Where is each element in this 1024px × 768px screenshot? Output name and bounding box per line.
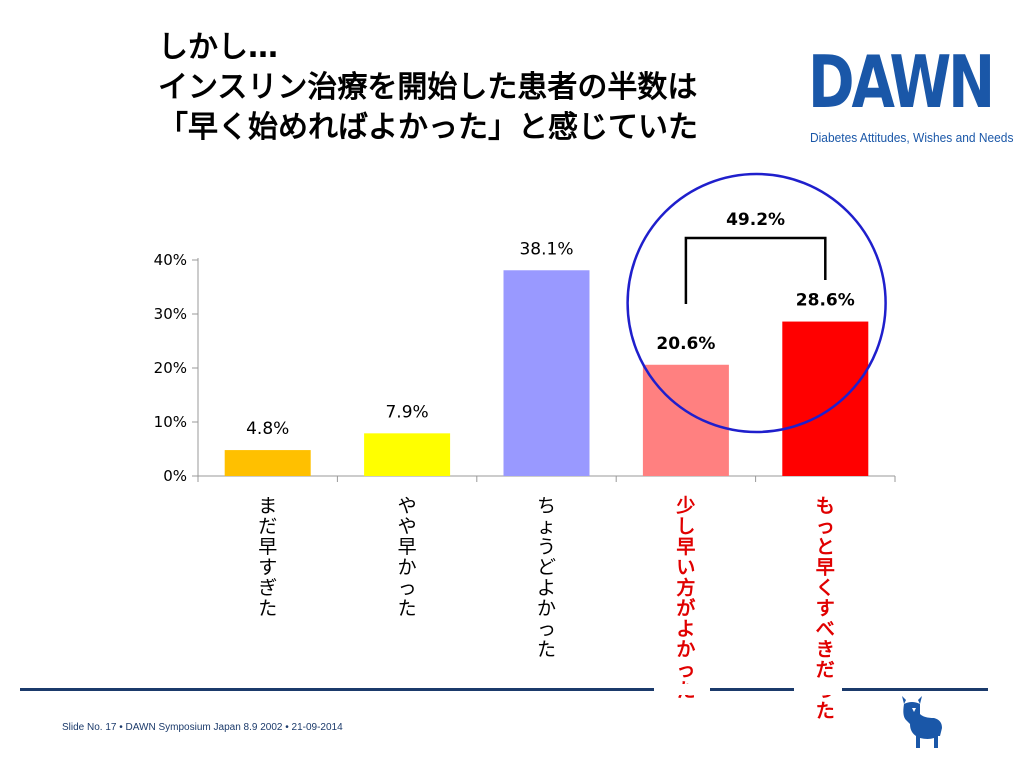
data-label: 28.6%	[796, 291, 855, 311]
x-tick-label: ちょうどよかった	[537, 495, 556, 661]
footer-slide-info: Slide No. 17 • DAWN Symposium Japan 8.9 …	[62, 722, 343, 733]
bar	[642, 364, 729, 476]
footer-divider-gap	[654, 684, 710, 695]
dawn-logo: DAWN Diabetes Attitudes, Wishes and Need…	[808, 40, 1013, 156]
y-tick-label: 20%	[154, 359, 187, 377]
bar	[224, 450, 311, 476]
bar	[503, 270, 590, 476]
y-tick-label: 40%	[154, 251, 187, 269]
bar	[364, 433, 451, 476]
bull-logo-icon	[902, 696, 942, 748]
logo-wordmark: DAWN	[808, 40, 995, 124]
title-line-1: しかし…	[158, 30, 278, 65]
x-tick-label: もっと早くすべきだった	[816, 495, 835, 722]
bar	[782, 321, 869, 476]
slide-title: しかし… インスリン治療を開始した患者の半数は 「早く始めればよかった」と感じて…	[158, 28, 788, 148]
data-label: 7.9%	[385, 402, 428, 422]
y-tick-label: 30%	[154, 305, 187, 323]
footer-divider	[20, 688, 988, 691]
data-label: 38.1%	[519, 239, 573, 259]
title-line-2: インスリン治療を開始した患者の半数は	[158, 70, 698, 105]
combined-percentage-label: 49.2%	[726, 210, 785, 230]
data-label: 4.8%	[246, 419, 289, 439]
x-tick-label: やや早かった	[398, 495, 417, 620]
bracket-annotation	[684, 236, 827, 304]
x-tick-label: まだ早すぎた	[258, 495, 277, 620]
footer-divider-gap	[794, 684, 842, 695]
x-tick-label: 少し早い方がよかった	[675, 495, 695, 702]
y-tick-label: 0%	[163, 467, 187, 485]
title-line-3: 「早く始めればよかった」と感じていた	[158, 110, 698, 145]
logo-tagline: Diabetes Attitudes, Wishes and Needs	[810, 130, 1014, 145]
highlight-circle	[626, 172, 887, 434]
data-label: 20.6%	[656, 334, 715, 354]
y-tick-label: 10%	[154, 413, 187, 431]
